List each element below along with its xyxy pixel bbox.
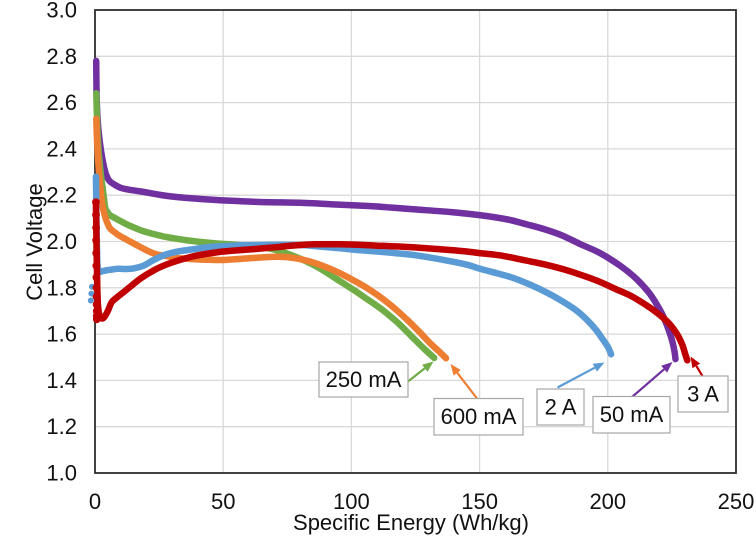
svg-text:50: 50 xyxy=(211,489,235,514)
svg-text:3.0: 3.0 xyxy=(46,0,77,23)
svg-text:1.8: 1.8 xyxy=(46,275,77,300)
svg-text:200: 200 xyxy=(589,489,626,514)
svg-text:2.2: 2.2 xyxy=(46,183,77,208)
svg-text:0: 0 xyxy=(89,489,101,514)
svg-text:1.2: 1.2 xyxy=(46,414,77,439)
svg-text:1.4: 1.4 xyxy=(46,368,77,393)
svg-text:250: 250 xyxy=(718,489,755,514)
svg-text:1.6: 1.6 xyxy=(46,322,77,347)
svg-text:100: 100 xyxy=(333,489,370,514)
svg-text:2 A: 2 A xyxy=(545,395,577,420)
svg-text:2.8: 2.8 xyxy=(46,44,77,69)
svg-text:1.0: 1.0 xyxy=(46,461,77,486)
svg-text:150: 150 xyxy=(461,489,498,514)
svg-text:600 mA: 600 mA xyxy=(441,404,517,429)
svg-text:50 mA: 50 mA xyxy=(600,402,664,427)
svg-text:Cell Voltage: Cell Voltage xyxy=(22,183,47,300)
svg-text:250 mA: 250 mA xyxy=(326,367,402,392)
svg-text:2.0: 2.0 xyxy=(46,229,77,254)
svg-text:Specific Energy (Wh/kg): Specific Energy (Wh/kg) xyxy=(293,510,529,535)
svg-text:2.6: 2.6 xyxy=(46,90,77,115)
svg-text:3 A: 3 A xyxy=(687,382,719,407)
svg-text:2.4: 2.4 xyxy=(46,136,77,161)
